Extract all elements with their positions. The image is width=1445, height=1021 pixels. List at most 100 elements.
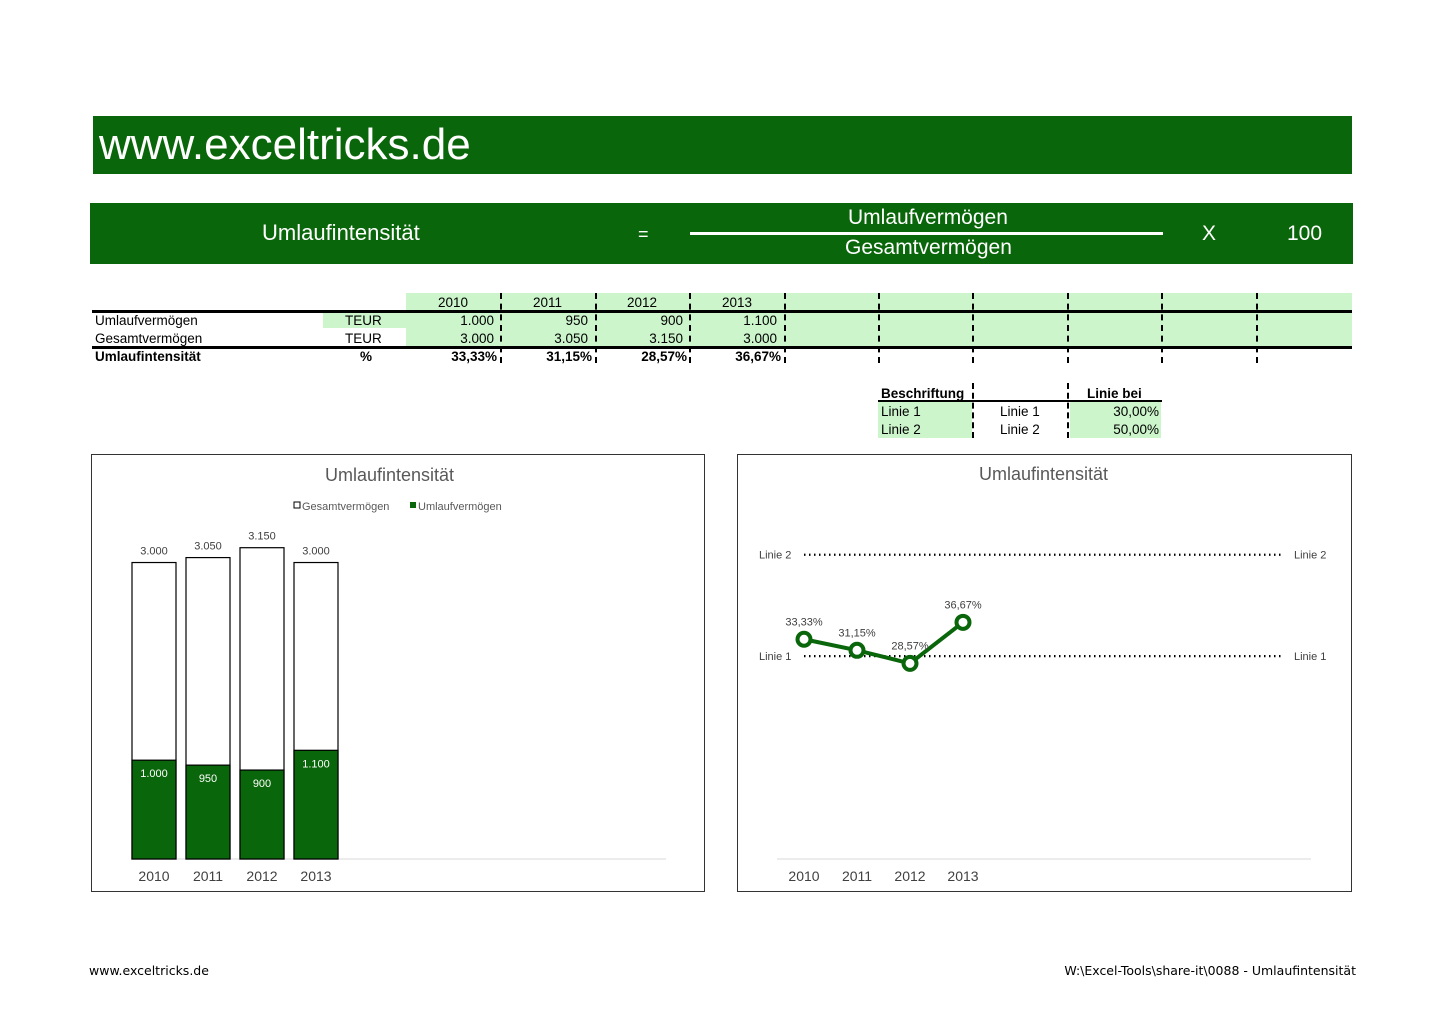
point-label: 28,57% <box>891 640 929 652</box>
lines-divider <box>972 383 974 438</box>
row-label: Umlaufintensität <box>95 349 201 364</box>
bar-legend: Gesamtvermögen Umlaufvermögen <box>293 501 502 513</box>
bar-label-umlauf: 1.000 <box>140 768 168 780</box>
formula-times: X <box>1202 222 1217 245</box>
formula-numerator: Umlaufvermögen <box>848 206 1008 229</box>
line-x-tick: 2010 <box>788 868 819 884</box>
lines-fill <box>1070 402 1161 438</box>
legend-swatch-gesamt <box>293 501 301 509</box>
table-top-rule <box>92 310 1352 313</box>
col-divider <box>878 293 880 363</box>
bar-x-tick: 2012 <box>246 868 277 884</box>
point-label: 31,15% <box>838 627 876 639</box>
formula-equals: = <box>638 224 649 244</box>
bar-umlaufvermoegen <box>131 759 177 860</box>
line-label: Linie 1 <box>1000 404 1040 419</box>
bar-umlaufvermoegen <box>239 769 285 860</box>
bar-x-tick: 2013 <box>300 868 331 884</box>
lines-header-value: Linie bei <box>1087 386 1142 401</box>
cell-value: 3.150 <box>649 331 683 346</box>
cell-value: 33,33% <box>451 349 497 364</box>
line-value: 30,00% <box>1113 404 1159 419</box>
bar-x-tick: 2011 <box>193 868 223 884</box>
series-point <box>848 641 866 659</box>
col-divider <box>1067 293 1069 363</box>
series-line <box>803 620 965 666</box>
bar-label-gesamt: 3.000 <box>302 546 330 558</box>
reference-label-left: Linie 2 <box>759 550 791 562</box>
bar-label-gesamt: 3.050 <box>194 541 222 553</box>
cell-value: 900 <box>660 313 683 328</box>
line-chart-panel <box>737 454 1352 892</box>
year-header: 2011 <box>533 295 563 310</box>
line-x-tick: 2011 <box>842 868 872 884</box>
point-label: 36,67% <box>944 599 982 611</box>
reference-label-right: Linie 2 <box>1294 550 1326 562</box>
footer-left: www.exceltricks.de <box>89 963 209 978</box>
line-name: Linie 1 <box>881 404 921 419</box>
cell-value: 36,67% <box>735 349 781 364</box>
cell-value: 28,57% <box>641 349 687 364</box>
formula-bar: Umlaufintensität = Umlaufvermögen Gesamt… <box>90 203 1353 264</box>
year-header: 2013 <box>722 295 753 310</box>
line-name: Linie 2 <box>881 422 921 437</box>
line-chart-title: Umlaufintensität <box>979 464 1109 484</box>
cell-value: 3.050 <box>554 331 588 346</box>
lines-divider <box>1067 383 1069 438</box>
cell-value: 950 <box>565 313 588 328</box>
series-point <box>901 654 919 672</box>
line-x-tick: 2012 <box>894 868 925 884</box>
year-header: 2012 <box>627 295 658 310</box>
lines-header-label: Beschriftung <box>881 386 965 401</box>
row-unit: TEUR <box>345 331 382 346</box>
formula-name: Umlaufintensität <box>262 220 420 245</box>
series-point <box>954 613 972 631</box>
cell-value: 1.100 <box>743 313 777 328</box>
bar-umlaufvermoegen <box>185 764 231 860</box>
legend-label-umlauf: Umlaufvermögen <box>418 501 502 513</box>
col-divider <box>972 293 974 363</box>
point-label: 33,33% <box>785 616 823 628</box>
col-divider <box>784 293 786 363</box>
col-divider <box>500 293 502 363</box>
line-label: Linie 2 <box>1000 422 1040 437</box>
col-divider <box>1161 293 1163 363</box>
row-unit: % <box>360 349 373 364</box>
formula-factor: 100 <box>1287 222 1323 245</box>
row-unit: TEUR <box>345 313 382 328</box>
col-divider <box>1256 293 1258 363</box>
lines-fill <box>878 402 972 438</box>
formula-denominator: Gesamtvermögen <box>845 236 1012 259</box>
line-value: 50,00% <box>1113 422 1159 437</box>
bar-label-umlauf: 900 <box>253 778 271 790</box>
line-x-tick: 2013 <box>947 868 978 884</box>
fraction-line <box>690 232 1163 235</box>
cell-value: 3.000 <box>460 331 494 346</box>
legend-swatch-umlauf <box>410 502 416 508</box>
col-divider <box>689 293 691 363</box>
bar-chart: Gesamtvermögen Umlaufvermögen 3.000 1.000… <box>131 501 666 884</box>
line-chart: Linie 1 Linie 1 Linie 2 Linie 2 33,33% 31,15%… <box>759 550 1326 884</box>
reference-label-left: Linie 1 <box>759 651 791 663</box>
reference-label-right: Linie 1 <box>1294 651 1326 663</box>
bar-chart-title: Umlaufintensität <box>325 465 455 485</box>
row-label: Gesamtvermögen <box>95 331 203 346</box>
footer-right: W:\Excel-Tools\share-it\0088 - Umlaufint… <box>1064 963 1356 978</box>
bar-label-umlauf: 1.100 <box>302 758 330 770</box>
bar-label-gesamt: 3.150 <box>248 531 276 543</box>
year-header: 2010 <box>438 295 469 310</box>
cell-value: 3.000 <box>743 331 777 346</box>
series-point <box>795 630 813 648</box>
lines-rule <box>878 400 1162 402</box>
bar-label-umlauf: 950 <box>199 773 217 785</box>
bar-x-tick: 2010 <box>138 868 169 884</box>
cell-value: 1.000 <box>460 313 494 328</box>
banner-title: www.exceltricks.de <box>99 120 471 169</box>
table-mid-rule <box>92 346 1352 349</box>
row-label: Umlaufvermögen <box>95 313 198 328</box>
bar-label-gesamt: 3.000 <box>140 546 168 558</box>
unit-fill <box>323 311 406 328</box>
bar-umlaufvermoegen <box>293 749 339 860</box>
legend-label-gesamt: Gesamtvermögen <box>302 501 389 513</box>
cell-value: 31,15% <box>546 349 592 364</box>
